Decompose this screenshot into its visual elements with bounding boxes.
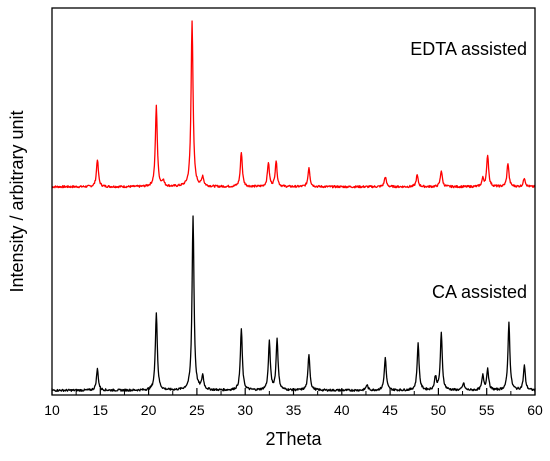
x-tick-label: 10	[44, 402, 60, 418]
x-tick-label: 60	[527, 402, 543, 418]
x-tick-label: 20	[141, 402, 157, 418]
x-tick-label: 35	[286, 402, 302, 418]
ca-assisted-label: CA assisted	[432, 282, 527, 302]
x-tick-label: 45	[382, 402, 398, 418]
x-tick-label: 55	[479, 402, 495, 418]
x-axis-ticks: 10 15 20 25 30 35 40 45 50 55 60	[44, 388, 543, 418]
edta-assisted-series-line	[51, 20, 536, 189]
x-tick-label: 50	[431, 402, 447, 418]
x-axis-title: 2Theta	[265, 429, 322, 449]
x-tick-label: 40	[334, 402, 350, 418]
x-tick-label: 15	[93, 402, 109, 418]
edta-assisted-label: EDTA assisted	[410, 39, 527, 59]
x-tick-label: 30	[237, 402, 253, 418]
x-tick-label: 25	[189, 402, 205, 418]
y-axis-title: Intensity / arbitrary unit	[7, 110, 27, 292]
